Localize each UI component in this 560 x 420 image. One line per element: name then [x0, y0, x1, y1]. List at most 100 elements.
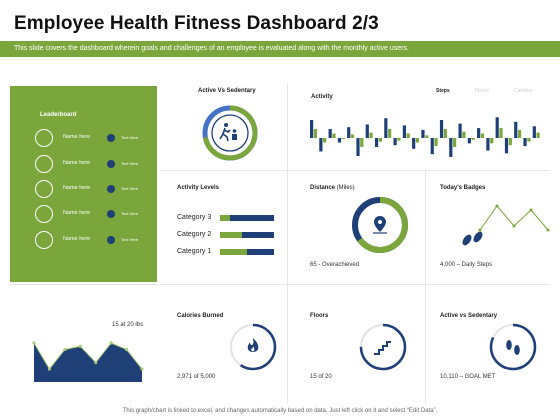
distance-title-text: Distance	[310, 185, 336, 191]
activity-bar	[388, 129, 392, 138]
status-dot	[107, 134, 115, 142]
activity-bar	[310, 120, 314, 138]
weight-line	[33, 342, 143, 370]
activity-bar	[393, 138, 397, 146]
activity-level-bar	[220, 232, 274, 238]
activity-bar	[527, 138, 531, 142]
activity-bar	[532, 126, 536, 138]
status-dot	[107, 185, 115, 193]
weight-point	[140, 367, 144, 371]
activity-bar	[430, 138, 434, 155]
calories-caption: 2,971 of 5,000	[177, 374, 216, 380]
weight-point	[63, 347, 67, 352]
weight-point	[32, 341, 36, 345]
avatar	[35, 180, 53, 198]
activity-bar	[471, 138, 475, 140]
activity-bar	[347, 127, 351, 138]
grid-line	[287, 84, 288, 404]
footprints-icon	[506, 340, 520, 355]
grid-line	[160, 284, 550, 285]
badges-point	[512, 224, 516, 228]
weight-point	[94, 360, 98, 365]
footer-note: This graph/chart is linked to excel, and…	[122, 408, 438, 414]
badges-caption: 4,000 – Daily Steps	[440, 262, 493, 268]
badges-point	[495, 204, 499, 208]
floors-gauge	[359, 323, 407, 371]
active-vs-sedentary-donut	[202, 105, 258, 161]
activity-bar	[536, 132, 540, 138]
activity-bar	[453, 138, 457, 147]
leaderboard-row[interactable]: Name here Text Here	[35, 180, 155, 200]
activity-bar	[458, 123, 462, 138]
activity-bar	[508, 138, 512, 146]
avatar	[35, 155, 53, 173]
leaderboard-text: Text Here	[121, 211, 139, 216]
avatar	[35, 129, 53, 147]
leaderboard-text: Text Here	[121, 135, 139, 140]
activity-bar	[360, 138, 364, 147]
leaderboard-panel: Leaderboard Name here Text Here Name her…	[10, 86, 157, 282]
active-vs-sedentary-title: Active Vs Sedentary	[198, 88, 256, 94]
activity-level-label: Category 2	[177, 231, 212, 238]
badges-line-chart	[478, 204, 550, 232]
activity-level-label: Category 1	[177, 248, 212, 255]
activity-bar	[323, 138, 327, 143]
activity-bar	[313, 129, 317, 138]
donut-inner-ring	[211, 114, 249, 152]
leaderboard-row[interactable]: Name here Text Here	[35, 129, 155, 149]
activity-bar	[443, 129, 447, 138]
activity-bar	[477, 128, 481, 138]
activity-bar	[332, 133, 336, 138]
activity-bar	[523, 138, 527, 147]
activity-bar	[397, 138, 401, 141]
stairs-icon	[374, 341, 391, 355]
leaderboard-title: Leaderboard	[40, 112, 77, 118]
activity-levels-title: Activity Levels	[177, 185, 220, 191]
activity-level-bar	[220, 249, 274, 255]
activity-level-fill	[220, 215, 230, 221]
weight-point	[47, 367, 52, 371]
legend-calories: Calories	[514, 88, 533, 94]
activity-bar	[350, 134, 355, 138]
activity-bar	[449, 138, 453, 157]
leaderboard-name: Name here	[63, 236, 91, 242]
activity-level-fill	[220, 232, 242, 238]
activity-bar	[369, 132, 373, 138]
leaderboard-row[interactable]: Name here Text Here	[35, 231, 155, 251]
distance-unit: (Miles)	[336, 185, 355, 191]
footprints-icon	[462, 231, 483, 246]
weight-area-chart	[32, 341, 144, 382]
badges-point	[529, 208, 533, 212]
activity-bar	[462, 131, 466, 138]
floors-title: Floors	[310, 313, 329, 319]
activity-bar	[439, 120, 444, 138]
activity-bar	[356, 138, 360, 156]
activity-bar	[406, 133, 410, 138]
activity-bar	[434, 138, 438, 147]
leaderboard-row[interactable]: Name here Text Here	[35, 205, 155, 225]
active-sedentary-2-caption: 10,110 – GOAL MET	[440, 374, 496, 380]
leaderboard-text: Text Here	[121, 161, 139, 166]
badges-point	[478, 228, 482, 232]
flame-icon	[247, 338, 259, 352]
weight-point	[124, 347, 129, 352]
leaderboard-text: Text Here	[121, 186, 139, 191]
weight-point	[109, 341, 113, 345]
status-dot	[107, 160, 115, 168]
badges-point	[546, 228, 550, 232]
weight-label: 15 at 20 lbs	[112, 322, 144, 328]
activity-bar	[328, 129, 332, 138]
activity-bar	[504, 138, 509, 154]
activity-bar	[495, 117, 499, 138]
leaderboard-row[interactable]: Name here Text Here	[35, 155, 155, 175]
badges-title: Today's Badges	[440, 185, 486, 191]
status-dot	[107, 210, 115, 218]
activity-bar	[486, 138, 490, 151]
grid-line	[10, 284, 157, 285]
activity-bar	[365, 124, 369, 138]
donut-progress	[202, 105, 258, 161]
activity-bar	[425, 135, 429, 138]
avatar	[35, 205, 53, 223]
donut-progress	[352, 197, 408, 253]
location-pin-icon	[373, 216, 387, 234]
